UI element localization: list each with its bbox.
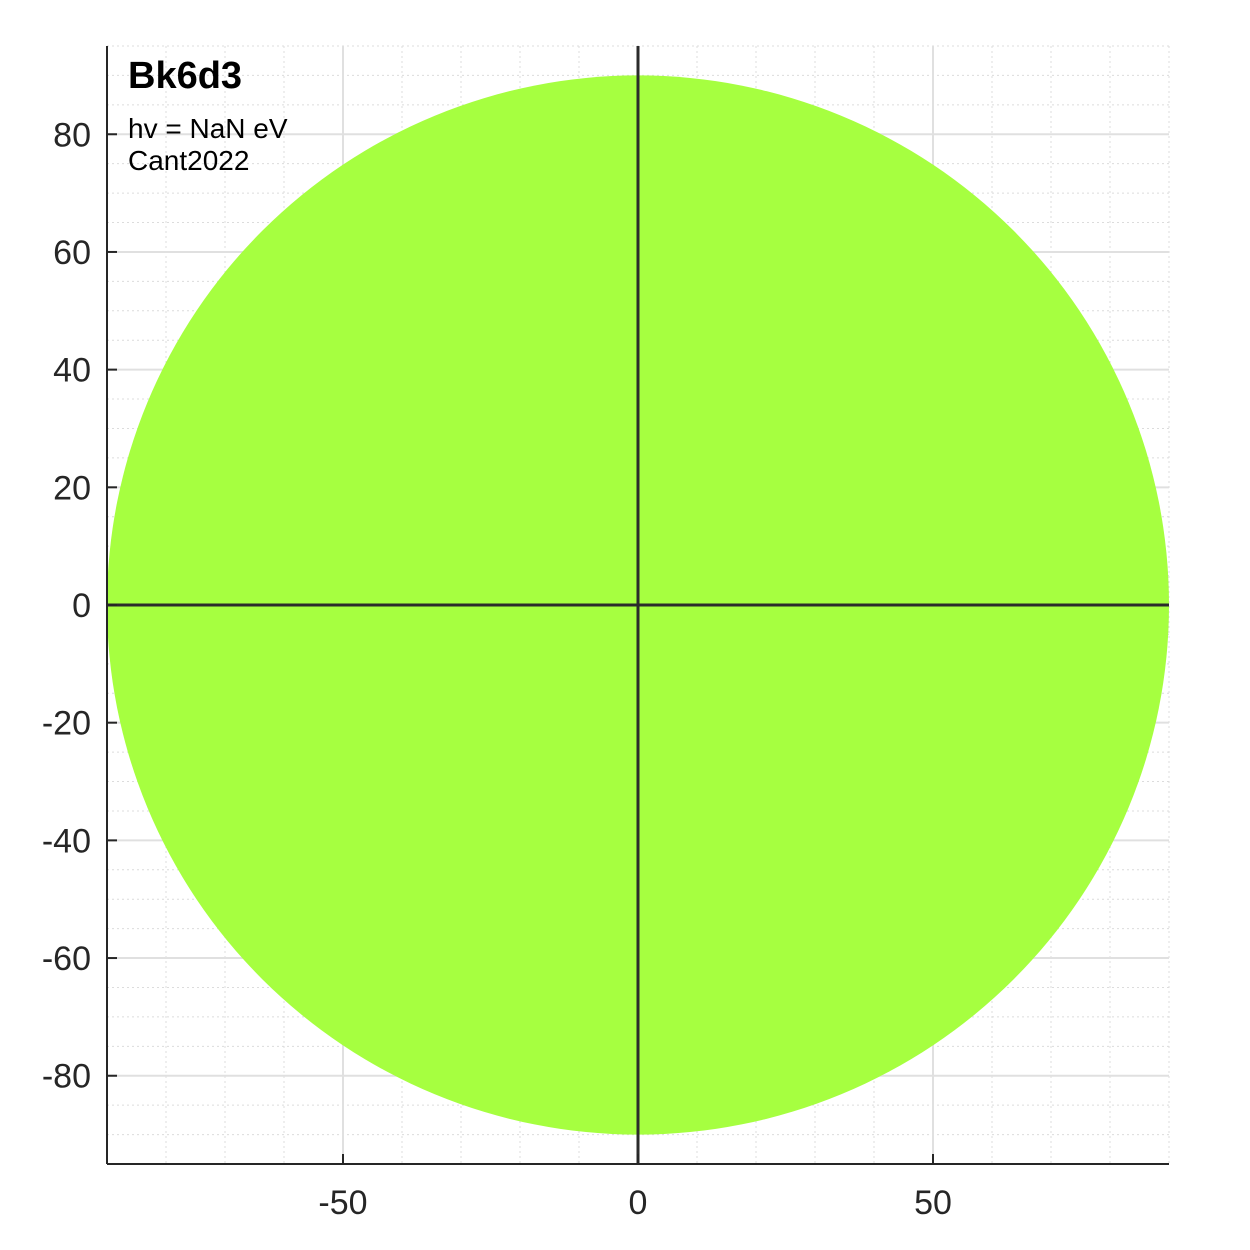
y-tick-label: -80 — [42, 1058, 91, 1096]
y-tick-label: 60 — [53, 234, 91, 272]
x-tick-label: 50 — [914, 1184, 952, 1222]
y-tick-label: 40 — [53, 352, 91, 390]
labels-layer: -50 0 50 80 60 40 20 0 -20 -40 -60 -80 — [42, 116, 952, 1222]
axes-layer — [106, 46, 1169, 1165]
annotation-photon-energy: hv = NaN eV — [128, 113, 288, 144]
y-tick-label: 20 — [53, 469, 91, 507]
x-tick-label: -50 — [318, 1184, 367, 1222]
x-tick-label: 0 — [629, 1184, 648, 1222]
y-tick-label: -40 — [42, 822, 91, 860]
y-tick-label: 0 — [72, 587, 91, 625]
y-tick-label: 80 — [53, 116, 91, 154]
crosshair-layer — [107, 46, 1169, 1164]
y-tick-label: -60 — [42, 940, 91, 978]
y-tick-label: -20 — [42, 705, 91, 743]
chart-title: Bk6d3 — [128, 55, 242, 97]
annotation-reference: Cant2022 — [128, 145, 249, 176]
